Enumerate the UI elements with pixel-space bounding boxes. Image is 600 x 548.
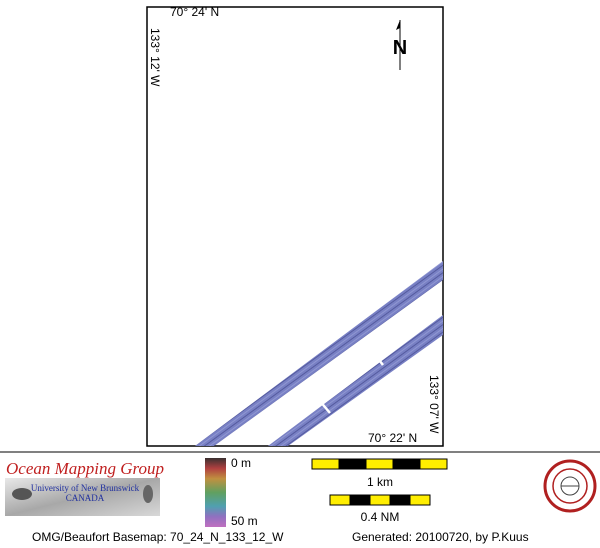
lat-label: 70° 24' N [170, 5, 219, 19]
north-arrow-head [396, 20, 400, 30]
depth-label: 0 m [231, 456, 251, 470]
footer-generated: Generated: 20100720, by P.Kuus [352, 530, 529, 544]
swath [268, 315, 443, 446]
scale-bar-km [311, 458, 448, 470]
lat-label: 70° 22' N [368, 431, 417, 445]
north-label: N [393, 37, 407, 59]
swath [195, 261, 443, 446]
logo-title: Ocean Mapping Group [6, 459, 164, 478]
lon-label: 133° 07' W [427, 375, 441, 434]
depth-colorbar [205, 458, 226, 527]
swath-gap [371, 350, 384, 366]
scale-label: 1 km [367, 475, 393, 489]
swath-gap [318, 399, 331, 414]
depth-label: 50 m [231, 514, 258, 528]
logo-university: University of New Brunswick [31, 483, 140, 493]
scale-bar-nm [329, 494, 431, 506]
sonar-feature [12, 488, 32, 500]
lon-label: 133° 12' W [148, 28, 162, 87]
sonar-feature [143, 485, 153, 503]
scale-label: 0.4 NM [361, 510, 400, 524]
logo-country: CANADA [66, 493, 105, 503]
footer-basemap: OMG/Beaufort Basemap: 70_24_N_133_12_W [32, 530, 284, 544]
unb-seal [543, 459, 597, 513]
sonar-image [5, 478, 160, 516]
